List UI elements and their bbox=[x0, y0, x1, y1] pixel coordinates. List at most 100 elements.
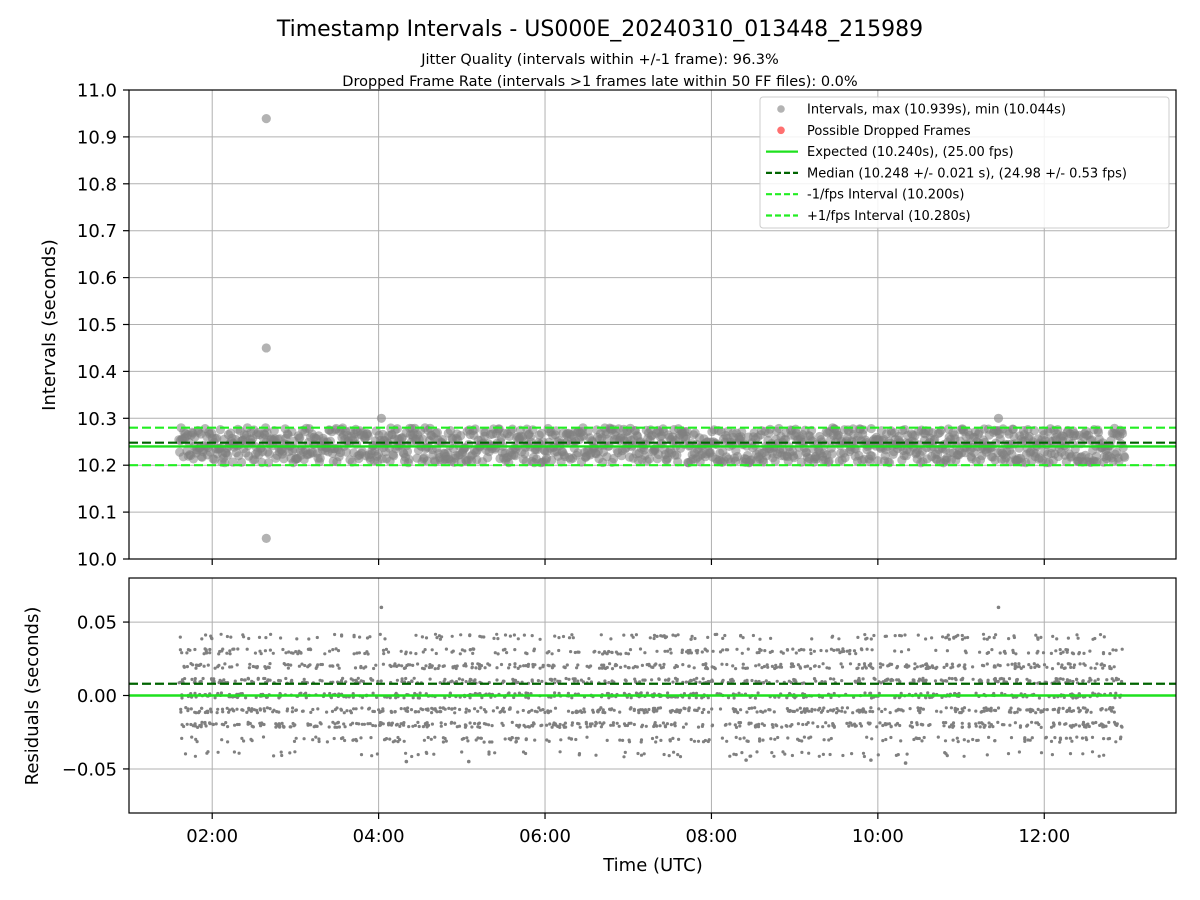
residual-point bbox=[732, 696, 736, 700]
residual-point bbox=[269, 632, 273, 637]
residual-outlier-point bbox=[869, 758, 873, 762]
residual-point bbox=[179, 710, 183, 714]
residual-point bbox=[732, 709, 736, 713]
residual-point bbox=[553, 706, 558, 710]
residual-point bbox=[955, 736, 959, 740]
residual-point bbox=[658, 706, 663, 710]
residual-point bbox=[724, 648, 729, 652]
residual-point bbox=[634, 691, 639, 695]
residual-point bbox=[353, 666, 358, 670]
interval-point bbox=[873, 456, 883, 466]
residual-point bbox=[654, 724, 658, 728]
residual-point bbox=[359, 679, 363, 683]
interval-point bbox=[422, 456, 432, 466]
residual-point bbox=[1114, 740, 1118, 744]
residual-point bbox=[693, 636, 697, 641]
residual-point bbox=[800, 739, 804, 743]
residual-point bbox=[496, 652, 500, 656]
residual-point bbox=[1054, 677, 1058, 681]
residual-point bbox=[778, 665, 782, 669]
residual-point bbox=[881, 723, 885, 728]
residual-point bbox=[264, 636, 268, 640]
residual-point bbox=[569, 737, 574, 741]
residual-point bbox=[402, 696, 406, 700]
residual-point bbox=[889, 678, 893, 683]
residual-point bbox=[275, 724, 279, 728]
interval-point bbox=[389, 451, 399, 461]
residual-point bbox=[623, 750, 627, 755]
residual-point bbox=[1070, 725, 1074, 729]
residual-point bbox=[229, 635, 233, 639]
residual-point bbox=[464, 724, 468, 728]
residual-point bbox=[680, 650, 684, 655]
residual-point bbox=[311, 738, 315, 742]
residual-point bbox=[205, 751, 209, 755]
residual-point bbox=[962, 706, 967, 710]
residual-point bbox=[860, 648, 864, 652]
residual-point bbox=[626, 666, 631, 670]
residual-point bbox=[208, 647, 212, 652]
residual-point bbox=[1105, 678, 1109, 682]
residual-point bbox=[746, 739, 750, 744]
residual-point bbox=[521, 708, 525, 713]
residual-point bbox=[1015, 680, 1019, 684]
residual-point bbox=[502, 710, 506, 714]
residual-point bbox=[470, 662, 474, 666]
residual-point bbox=[436, 666, 440, 671]
residual-point bbox=[1010, 662, 1014, 666]
residual-point bbox=[753, 706, 757, 710]
residual-point bbox=[898, 723, 902, 728]
residual-point bbox=[242, 635, 246, 639]
residual-point bbox=[755, 750, 759, 754]
residual-point bbox=[1015, 710, 1019, 714]
residual-point bbox=[617, 724, 621, 728]
residual-point bbox=[1100, 662, 1104, 666]
residual-point bbox=[945, 635, 949, 640]
residual-point bbox=[600, 663, 604, 667]
residual-point bbox=[993, 679, 998, 683]
residual-point bbox=[1002, 723, 1006, 727]
residual-point bbox=[758, 739, 762, 743]
residual-point bbox=[206, 709, 210, 713]
residual-point bbox=[862, 754, 867, 759]
residual-point bbox=[737, 721, 741, 725]
residual-point bbox=[893, 634, 897, 638]
residual-point bbox=[390, 721, 394, 725]
residual-point bbox=[996, 720, 1000, 725]
residual-point bbox=[915, 665, 919, 669]
residual-point bbox=[1101, 652, 1106, 656]
residual-point bbox=[450, 634, 454, 638]
residual-point bbox=[351, 738, 355, 742]
residual-point bbox=[244, 696, 248, 700]
residual-point bbox=[880, 709, 884, 714]
residual-point bbox=[861, 707, 865, 711]
residual-point bbox=[857, 710, 862, 714]
residual-point bbox=[303, 663, 307, 668]
residual-point bbox=[622, 722, 627, 726]
residual-point bbox=[209, 634, 213, 638]
residual-point bbox=[518, 723, 522, 727]
residual-point bbox=[299, 691, 303, 695]
residual-point bbox=[1077, 710, 1081, 714]
residual-point bbox=[878, 662, 883, 666]
residual-point bbox=[741, 662, 745, 666]
residual-point bbox=[930, 664, 934, 668]
residual-point bbox=[255, 666, 259, 670]
residual-point bbox=[1113, 696, 1117, 700]
residual-point bbox=[852, 649, 857, 653]
residual-point bbox=[706, 635, 710, 640]
residual-point bbox=[748, 754, 752, 758]
residual-point bbox=[1013, 664, 1017, 668]
residual-point bbox=[349, 723, 353, 727]
residual-point bbox=[286, 666, 290, 670]
residual-point bbox=[382, 652, 386, 656]
residual-point bbox=[313, 724, 317, 728]
residual-point bbox=[769, 636, 773, 641]
residual-point bbox=[336, 721, 340, 725]
residual-point bbox=[920, 739, 924, 743]
residual-point bbox=[1027, 663, 1031, 667]
residual-point bbox=[618, 710, 622, 714]
residual-point bbox=[425, 721, 429, 725]
residual-point bbox=[939, 678, 943, 682]
